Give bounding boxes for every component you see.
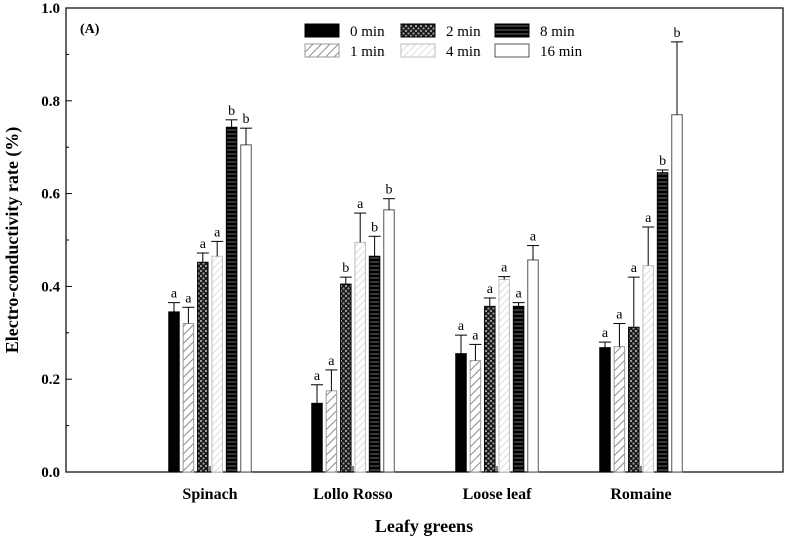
y-tick-label: 0.4 xyxy=(41,279,60,295)
y-axis-title: Electro-conductivity rate (%) xyxy=(2,127,23,354)
bar-lollo-rosso-4min xyxy=(354,241,366,473)
significance-label: a xyxy=(616,308,623,323)
significance-label: a xyxy=(487,282,494,297)
legend-swatch-0min xyxy=(304,23,340,38)
significance-label: a xyxy=(314,369,321,384)
significance-label: b xyxy=(342,261,349,276)
legend-label: 1 min xyxy=(350,44,385,60)
x-tick-label: Lollo Rosso xyxy=(313,486,393,503)
y-tick-label: 0.6 xyxy=(41,187,60,203)
legend-label: 16 min xyxy=(540,44,583,60)
significance-label: a xyxy=(602,326,609,341)
significance-label: b xyxy=(228,104,235,119)
bar-loose-leaf-8min xyxy=(512,305,525,473)
x-axis: Spinach Lollo Rosso Loose leaf Romaine xyxy=(182,466,672,503)
significance-label: a xyxy=(515,287,522,302)
significance-label: a xyxy=(472,328,479,343)
bar-romaine-2min xyxy=(628,326,640,473)
bar-lollo-rosso-2min xyxy=(340,283,352,473)
bar-spinach-2min xyxy=(197,261,209,473)
y-tick-label: 1.0 xyxy=(41,1,60,17)
legend-swatch-16min xyxy=(494,43,530,58)
bar-lollo-rosso-0min xyxy=(311,402,323,473)
significance-label: a xyxy=(631,261,638,276)
significance-label: a xyxy=(530,230,537,245)
bar-spinach-8min xyxy=(225,126,238,473)
significance-label: a xyxy=(185,291,192,306)
bar-spinach-0min xyxy=(168,311,180,473)
bar-romaine-1min xyxy=(613,346,626,473)
bar-spinach-16min xyxy=(240,144,252,473)
significance-label: a xyxy=(200,237,207,252)
significance-label: a xyxy=(645,211,652,226)
x-tick-label: Romaine xyxy=(610,486,671,503)
y-axis: 0.0 0.2 0.4 0.6 0.8 1.0 xyxy=(41,1,72,481)
legend-swatch-2min xyxy=(400,23,436,38)
significance-label: a xyxy=(458,319,465,334)
significance-label: b xyxy=(371,220,378,235)
significance-label: a xyxy=(501,261,508,276)
significance-label: a xyxy=(328,354,335,369)
legend: 0 min 1 min 2 min 4 min 8 min 16 min xyxy=(304,23,583,60)
panel-label: (A) xyxy=(80,22,100,37)
y-tick-label: 0.8 xyxy=(41,94,60,110)
bar-loose-leaf-0min xyxy=(455,353,467,473)
significance-label: b xyxy=(659,154,666,169)
significance-label: b xyxy=(386,183,393,198)
x-axis-title: Leafy greens xyxy=(375,516,473,536)
y-tick-label: 0.0 xyxy=(41,465,60,481)
y-tick-label: 0.2 xyxy=(41,372,60,388)
bar-lollo-rosso-8min xyxy=(368,255,381,473)
bar-romaine-4min xyxy=(642,265,654,473)
x-tick-label: Loose leaf xyxy=(463,486,533,503)
legend-label: 8 min xyxy=(540,24,575,40)
bar-lollo-rosso-1min xyxy=(325,390,338,473)
significance-label: a xyxy=(214,225,221,240)
legend-swatch-8min xyxy=(494,23,530,38)
bar-romaine-16min xyxy=(671,114,683,473)
bar-spinach-4min xyxy=(211,255,223,473)
legend-label: 0 min xyxy=(350,24,385,40)
bar-spinach-1min xyxy=(182,323,195,473)
significance-label: b xyxy=(674,26,681,41)
bar-loose-leaf-16min xyxy=(527,259,539,473)
legend-label: 4 min xyxy=(446,44,481,60)
bar-romaine-8min xyxy=(656,172,669,473)
x-tick-label: Spinach xyxy=(182,486,237,503)
significance-label: a xyxy=(171,287,178,302)
legend-swatch-4min xyxy=(400,43,436,58)
bar-loose-leaf-1min xyxy=(469,360,482,473)
significance-label: b xyxy=(243,112,250,127)
legend-label: 2 min xyxy=(446,24,481,40)
significance-label: a xyxy=(357,197,364,212)
bar-loose-leaf-2min xyxy=(484,305,496,473)
legend-swatch-1min xyxy=(304,43,340,58)
bar-romaine-0min xyxy=(599,347,611,473)
bar-lollo-rosso-16min xyxy=(383,209,395,473)
bar-loose-leaf-4min xyxy=(498,278,510,473)
